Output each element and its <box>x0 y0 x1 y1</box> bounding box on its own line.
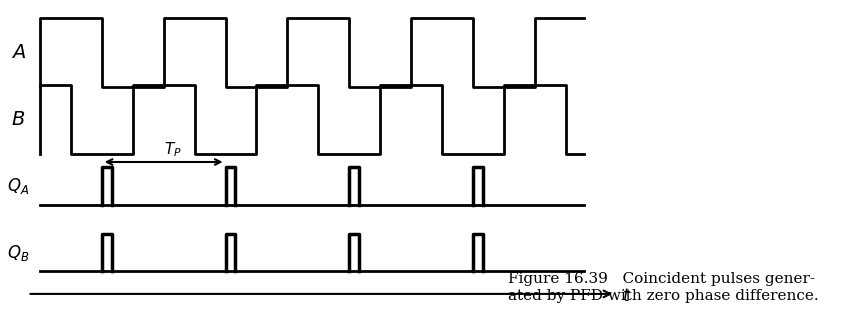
Text: Figure 16.39   Coincident pulses gener-
ated by PFD with zero phase difference.: Figure 16.39 Coincident pulses gener- at… <box>508 272 819 303</box>
Text: t: t <box>623 287 629 305</box>
Text: $\it{Q}_{\it{A}}$: $\it{Q}_{\it{A}}$ <box>7 176 30 196</box>
Text: $\it{Q}_{\it{B}}$: $\it{Q}_{\it{B}}$ <box>7 242 30 263</box>
Text: $\it{A}$: $\it{A}$ <box>11 43 25 62</box>
Text: $\it{B}$: $\it{B}$ <box>11 110 25 129</box>
Text: $T_P$: $T_P$ <box>164 140 182 159</box>
